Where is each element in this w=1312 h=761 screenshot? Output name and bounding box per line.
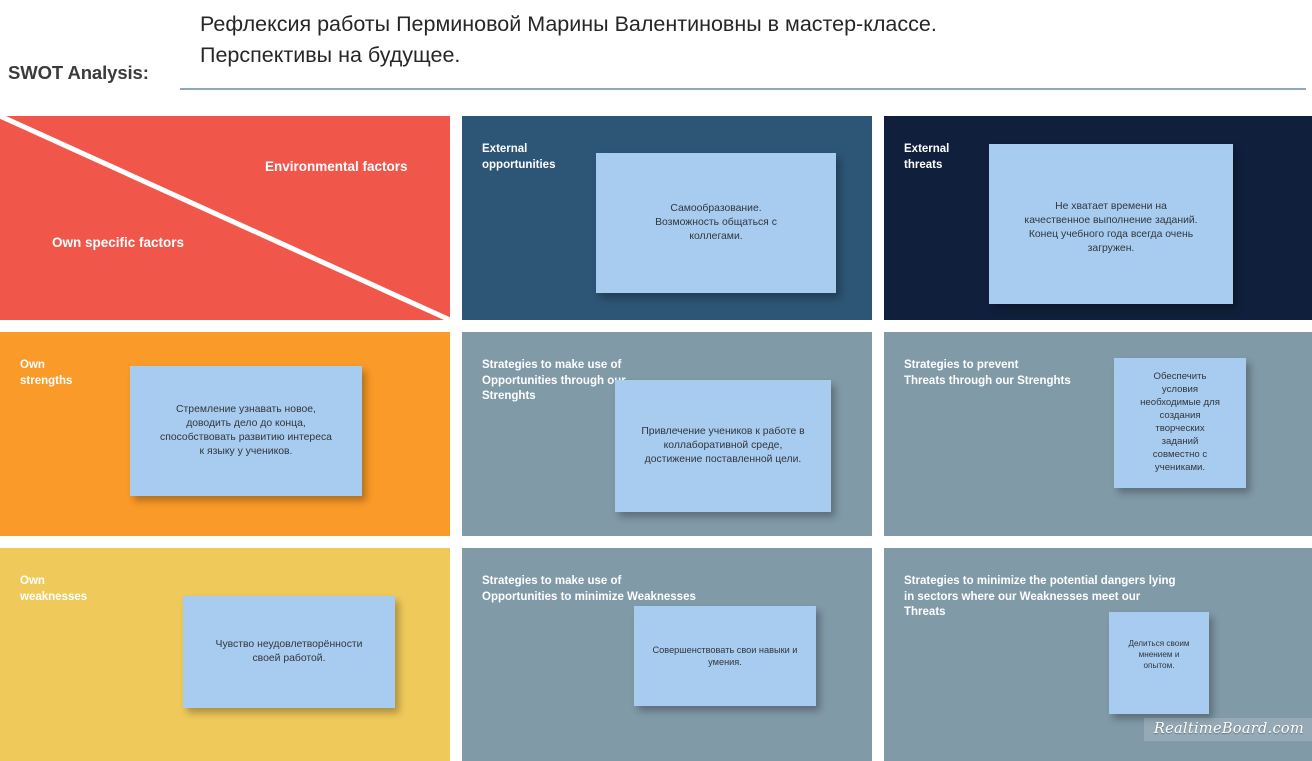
sticky-note-text: Привлечение учеников к работе в коллабор… <box>641 426 805 465</box>
strategies-wo-heading: Strategies to make use of Opportunities … <box>482 575 696 603</box>
header-divider <box>180 88 1306 90</box>
strategies-wt-cell[interactable]: Strategies to minimize the potential dan… <box>884 548 1312 761</box>
sticky-note-text: Чувство неудовлетворённости своей работо… <box>215 639 363 664</box>
legend-own-specific-factors: Own specific factors <box>52 235 185 250</box>
sticky-note-text: Делиться своим мнением и опытом. <box>1128 639 1190 670</box>
realtimeboard-watermark: RealtimeBoard.com <box>1143 718 1312 741</box>
own-weaknesses-heading: Own weaknesses <box>20 575 88 603</box>
own-weaknesses-cell[interactable]: Own weaknesses Чувство неудовлетворённос… <box>0 548 450 761</box>
strategies-wt-heading: Strategies to minimize the potential dan… <box>904 575 1176 618</box>
swot-matrix: Environmental factors Own specific facto… <box>0 116 1312 761</box>
sticky-note-text: Стремление узнавать новое, доводить дело… <box>160 404 332 457</box>
external-opportunities-cell[interactable]: External opportunities Самообразование. … <box>462 116 872 320</box>
sticky-note-text: Не хватает времени на качественное выпол… <box>1024 201 1198 254</box>
sticky-note[interactable]: Стремление узнавать новое, доводить дело… <box>130 366 362 496</box>
sticky-note[interactable]: Делиться своим мнением и опытом. <box>1109 612 1209 714</box>
page-title: Рефлексия работы Перминовой Марины Вален… <box>200 12 937 67</box>
external-threats-heading: External threats <box>904 143 950 171</box>
strategies-so-heading: Strategies to make use of Opportunities … <box>482 359 626 402</box>
own-strengths-heading: Own strengths <box>20 359 73 387</box>
page-header: Рефлексия работы Перминовой Марины Вален… <box>0 0 1312 108</box>
sticky-note[interactable]: Самообразование. Возможность общаться с … <box>596 153 836 293</box>
diagonal-divider-line <box>0 116 450 320</box>
strategies-st-cell[interactable]: Strategies to prevent Threats through ou… <box>884 332 1312 536</box>
strategies-st-heading: Strategies to prevent Threats through ou… <box>904 359 1071 387</box>
external-opportunities-heading: External opportunities <box>482 143 556 171</box>
external-threats-cell[interactable]: External threats Не хватает времени на к… <box>884 116 1312 320</box>
matrix-legend-cell[interactable]: Environmental factors Own specific facto… <box>0 116 450 320</box>
sticky-note-text: Совершенствовать свои навыки и умения. <box>652 644 798 668</box>
sticky-note[interactable]: Обеспечить условия необходимые для созда… <box>1114 358 1246 488</box>
sticky-note-text: Самообразование. Возможность общаться с … <box>655 203 777 242</box>
strategies-so-cell[interactable]: Strategies to make use of Opportunities … <box>462 332 872 536</box>
strategies-wo-cell[interactable]: Strategies to make use of Opportunities … <box>462 548 872 761</box>
sticky-note[interactable]: Не хватает времени на качественное выпол… <box>989 144 1233 304</box>
legend-environmental-factors: Environmental factors <box>265 159 408 174</box>
sticky-note[interactable]: Привлечение учеников к работе в коллабор… <box>615 380 831 512</box>
swot-analysis-label: SWOT Analysis: <box>8 62 149 83</box>
sticky-note[interactable]: Чувство неудовлетворённости своей работо… <box>183 596 395 708</box>
sticky-note[interactable]: Совершенствовать свои навыки и умения. <box>634 606 816 706</box>
sticky-note-text: Обеспечить условия необходимые для созда… <box>1140 371 1220 473</box>
own-strengths-cell[interactable]: Own strengths Стремление узнавать новое,… <box>0 332 450 536</box>
